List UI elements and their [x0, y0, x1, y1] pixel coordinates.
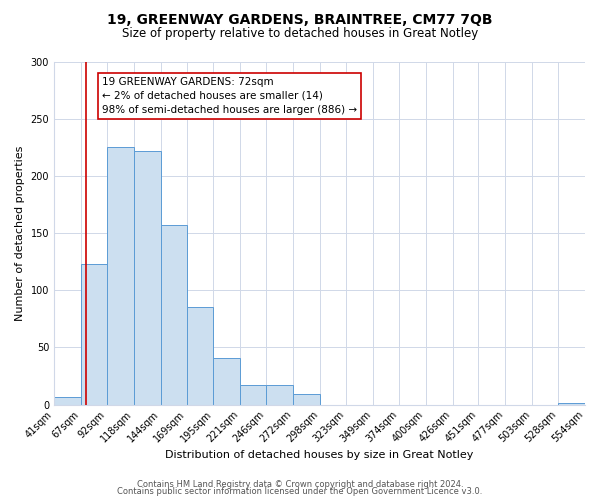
- Bar: [187, 308, 214, 404]
- Bar: [54, 396, 81, 404]
- Y-axis label: Number of detached properties: Number of detached properties: [15, 146, 25, 320]
- Bar: [81, 264, 107, 404]
- Bar: [107, 148, 134, 404]
- Bar: [134, 150, 161, 404]
- Bar: [161, 225, 187, 404]
- Text: 19 GREENWAY GARDENS: 72sqm
← 2% of detached houses are smaller (14)
98% of semi-: 19 GREENWAY GARDENS: 72sqm ← 2% of detac…: [102, 77, 357, 115]
- Text: Contains HM Land Registry data © Crown copyright and database right 2024.: Contains HM Land Registry data © Crown c…: [137, 480, 463, 489]
- Text: 19, GREENWAY GARDENS, BRAINTREE, CM77 7QB: 19, GREENWAY GARDENS, BRAINTREE, CM77 7Q…: [107, 12, 493, 26]
- Text: Size of property relative to detached houses in Great Notley: Size of property relative to detached ho…: [122, 28, 478, 40]
- Bar: [266, 385, 293, 404]
- Bar: [214, 358, 241, 405]
- Text: Contains public sector information licensed under the Open Government Licence v3: Contains public sector information licen…: [118, 488, 482, 496]
- Bar: [241, 385, 266, 404]
- Bar: [293, 394, 320, 404]
- X-axis label: Distribution of detached houses by size in Great Notley: Distribution of detached houses by size …: [166, 450, 474, 460]
